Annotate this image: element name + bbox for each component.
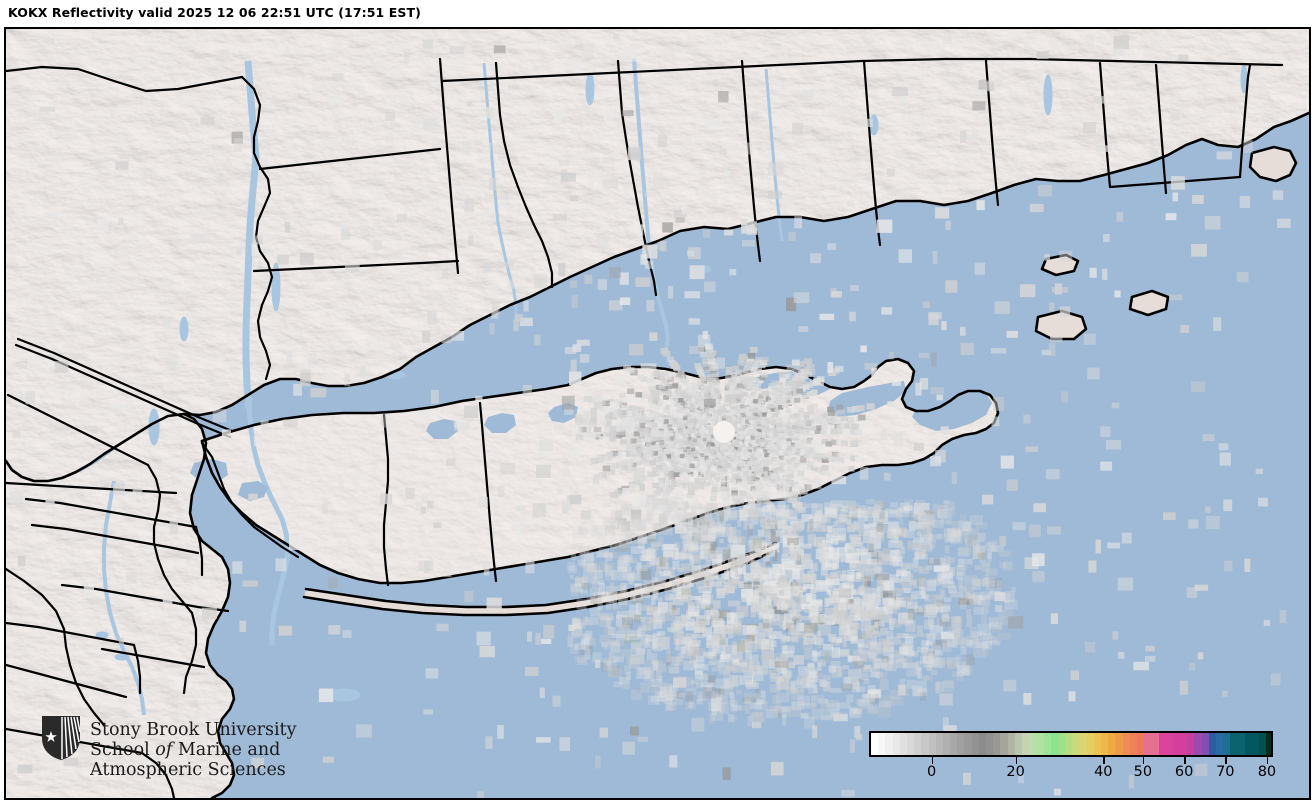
colorbar-segment [1136,733,1145,755]
colorbar-segment [935,733,943,755]
land-islands-northeast [1036,147,1296,339]
colorbar-segment [964,733,972,755]
colorbar-segment [986,733,994,755]
land-new-jersey [6,414,234,798]
colorbar-tick [1184,757,1186,764]
reflectivity-colorbar[interactable]: 0 20 40 50 60 70 80 [869,731,1279,787]
colorbar-segment [1014,733,1022,755]
colorbar-segment [906,733,915,755]
land-mainland [6,29,1309,481]
colorbar-tick [1103,757,1105,764]
colorbar-segment [1021,733,1030,755]
colorbar-segment [1115,733,1123,755]
colorbar-segment [1266,733,1271,755]
colorbar-segment [1108,733,1116,755]
colorbar-segment [1158,733,1173,755]
colorbar-segment [878,733,886,755]
colorbar-segment [921,733,929,755]
colorbar-segment [1007,733,1015,755]
colorbar-segment [1194,733,1202,755]
colorbar-segment [978,733,986,755]
colorbar-tick-label: 40 [1094,764,1113,780]
colorbar-segment [942,733,951,755]
colorbar-segment [1043,733,1051,755]
colorbar-tick-label: 60 [1174,764,1194,780]
colorbar-segment [957,733,965,755]
colorbar-tick [1142,757,1145,764]
colorbar-segment [1144,733,1159,755]
radar-offshore-echo-field [567,499,1018,729]
colorbar-tick-label: 70 [1216,764,1235,780]
colorbar-tick-label: 50 [1133,764,1153,780]
colorbar-segment [971,733,979,755]
colorbar-segment [871,733,879,755]
colorbar-segment [1079,733,1087,755]
colorbar-segment [899,733,907,755]
colorbar-segment [1230,733,1245,755]
colorbar-segment [1129,733,1137,755]
colorbar-segment [928,733,936,755]
colorbar-segment [1050,733,1058,755]
colorbar-tick-labels: 0 20 40 50 60 70 80 [869,764,1277,784]
colorbar-gradient-strip [869,731,1273,757]
colorbar-tick-marks [869,757,1273,765]
colorbar-segment [892,733,900,755]
page-title: KOKX Reflectivity valid 2025 12 06 22:51… [8,5,421,20]
colorbar-segment [1065,733,1073,755]
radar-cone-of-silence [713,421,735,443]
colorbar-segment [1122,733,1130,755]
colorbar-tick [1266,757,1269,764]
colorbar-segment [1036,733,1044,755]
radar-clutter-starburst [573,343,875,523]
colorbar-tick-label: 80 [1257,764,1277,780]
colorbar-segment [1093,733,1101,755]
colorbar-tick [1225,757,1227,764]
colorbar-tick-label: 20 [1006,764,1025,780]
colorbar-segment [1223,733,1231,755]
colorbar-segment [1057,733,1066,755]
colorbar-segment [914,733,922,755]
colorbar-segment [1029,733,1037,755]
colorbar-segment [1172,733,1188,755]
colorbar-tick-label: 0 [926,764,937,780]
colorbar-segment [1259,733,1267,755]
colorbar-segment [993,733,1001,755]
colorbar-segment [1072,733,1080,755]
radar-map-frame[interactable] [4,27,1311,800]
colorbar-segment [885,733,893,755]
colorbar-segment [1101,733,1109,755]
colorbar-tick [1015,757,1018,764]
colorbar-segment [1216,733,1224,755]
rivers-and-lakes [95,58,1248,716]
coastlines [6,111,1309,798]
colorbar-tick [931,757,934,764]
coastal-notches [190,403,578,501]
colorbar-segment [1086,733,1094,755]
colorbar-segment [1000,733,1008,755]
colorbar-segment [1244,733,1260,755]
colorbar-segment [1187,733,1195,755]
radar-reflectivity-gates [9,31,1291,798]
colorbar-segment [1208,733,1216,755]
colorbar-segment [950,733,958,755]
title-bar: KOKX Reflectivity valid 2025 12 06 22:51… [0,0,1316,27]
radar-map-canvas[interactable] [6,29,1309,798]
colorbar-segment [1201,733,1209,755]
